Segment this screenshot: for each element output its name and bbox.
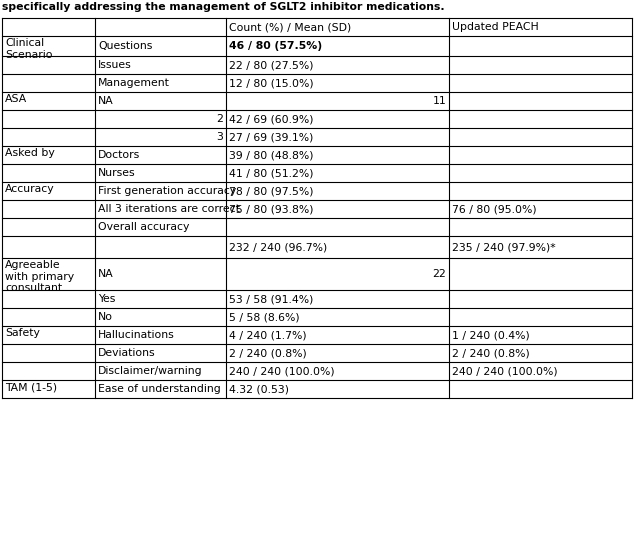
Text: Agreeable
with primary
consultant: Agreeable with primary consultant — [5, 260, 74, 293]
Text: 3: 3 — [216, 132, 223, 142]
Text: Updated PEACH: Updated PEACH — [452, 22, 539, 32]
Text: Overall accuracy: Overall accuracy — [99, 222, 189, 232]
Text: All 3 iterations are correct: All 3 iterations are correct — [99, 204, 240, 214]
Text: Asked by: Asked by — [5, 148, 55, 158]
Text: 76 / 80 (95.0%): 76 / 80 (95.0%) — [452, 204, 537, 214]
Text: 11: 11 — [433, 96, 446, 106]
Text: 22 / 80 (27.5%): 22 / 80 (27.5%) — [228, 60, 313, 70]
Text: Issues: Issues — [99, 60, 132, 70]
Text: Accuracy: Accuracy — [5, 184, 54, 194]
Text: 12 / 80 (15.0%): 12 / 80 (15.0%) — [228, 78, 313, 88]
Text: 78 / 80 (97.5%): 78 / 80 (97.5%) — [228, 186, 313, 196]
Text: 235 / 240 (97.9%)*: 235 / 240 (97.9%)* — [452, 242, 556, 252]
Text: 4 / 240 (1.7%): 4 / 240 (1.7%) — [228, 330, 307, 340]
Text: TAM (1-5): TAM (1-5) — [5, 382, 57, 392]
Text: Yes: Yes — [99, 294, 116, 304]
Text: Disclaimer/warning: Disclaimer/warning — [99, 366, 203, 376]
Text: 22: 22 — [433, 269, 446, 279]
Text: Deviations: Deviations — [99, 348, 156, 358]
Text: 53 / 58 (91.4%): 53 / 58 (91.4%) — [228, 294, 313, 304]
Text: 232 / 240 (96.7%): 232 / 240 (96.7%) — [228, 242, 327, 252]
Text: 46 / 80 (57.5%): 46 / 80 (57.5%) — [228, 41, 322, 51]
Text: 2: 2 — [216, 114, 223, 124]
Text: specifically addressing the management of SGLT2 inhibitor medications.: specifically addressing the management o… — [2, 2, 445, 12]
Text: 39 / 80 (48.8%): 39 / 80 (48.8%) — [228, 150, 313, 160]
Text: 240 / 240 (100.0%): 240 / 240 (100.0%) — [452, 366, 558, 376]
Text: ASA: ASA — [5, 94, 28, 104]
Text: First generation accuracy: First generation accuracy — [99, 186, 237, 196]
Text: 2 / 240 (0.8%): 2 / 240 (0.8%) — [228, 348, 307, 358]
Text: Safety: Safety — [5, 328, 40, 338]
Text: NA: NA — [99, 96, 114, 106]
Text: 240 / 240 (100.0%): 240 / 240 (100.0%) — [228, 366, 334, 376]
Text: 41 / 80 (51.2%): 41 / 80 (51.2%) — [228, 168, 313, 178]
Text: Hallucinations: Hallucinations — [99, 330, 175, 340]
Text: 27 / 69 (39.1%): 27 / 69 (39.1%) — [228, 132, 313, 142]
Text: Questions: Questions — [99, 41, 152, 51]
Text: NA: NA — [99, 269, 114, 279]
Text: Management: Management — [99, 78, 170, 88]
Text: Doctors: Doctors — [99, 150, 141, 160]
Text: 5 / 58 (8.6%): 5 / 58 (8.6%) — [228, 312, 300, 322]
Text: Clinical
Scenario: Clinical Scenario — [5, 38, 52, 59]
Text: 75 / 80 (93.8%): 75 / 80 (93.8%) — [228, 204, 313, 214]
Text: Nurses: Nurses — [99, 168, 136, 178]
Text: No: No — [99, 312, 113, 322]
Text: Ease of understanding: Ease of understanding — [99, 384, 221, 394]
Text: 42 / 69 (60.9%): 42 / 69 (60.9%) — [228, 114, 313, 124]
Text: 2 / 240 (0.8%): 2 / 240 (0.8%) — [452, 348, 530, 358]
Text: 4.32 (0.53): 4.32 (0.53) — [228, 384, 289, 394]
Text: 1 / 240 (0.4%): 1 / 240 (0.4%) — [452, 330, 530, 340]
Text: Count (%) / Mean (SD): Count (%) / Mean (SD) — [228, 22, 351, 32]
